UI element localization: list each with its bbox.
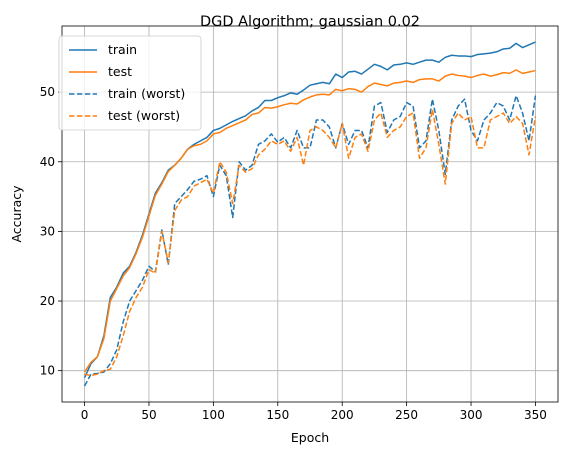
series-line-train — [83, 41, 536, 378]
x-tick-label: 350 — [524, 408, 547, 422]
x-tick-label: 250 — [395, 408, 418, 422]
y-tick-label: 50 — [40, 85, 55, 99]
y-tick-label: 40 — [40, 155, 55, 169]
series-lines — [83, 41, 537, 387]
x-tick-label: 0 — [81, 408, 89, 422]
chart-title: DGD Algorithm; gaussian 0.02 — [200, 14, 420, 30]
legend-label-test: test — [108, 64, 132, 79]
legend: train test train (worst) test (worst) — [58, 35, 202, 131]
legend-label-train: train — [108, 42, 137, 57]
x-axis-label: Epoch — [291, 430, 329, 445]
plot-frame — [61, 25, 559, 403]
series-line-train-worst — [83, 94, 537, 387]
legend-label-train-worst: train (worst) — [108, 86, 185, 101]
y-axis-ticks: 10 20 30 40 50 — [40, 85, 62, 378]
y-tick-label: 20 — [40, 294, 55, 308]
y-axis-label: Accuracy — [9, 185, 24, 243]
legend-label-test-worst: test (worst) — [108, 108, 180, 123]
x-axis-ticks: 0 50 100 150 200 250 300 350 — [81, 402, 547, 422]
x-tick-label: 200 — [331, 408, 354, 422]
x-tick-label: 50 — [141, 408, 156, 422]
y-tick-label: 10 — [40, 364, 55, 378]
series-line-test-worst — [84, 108, 537, 377]
legend-box — [58, 35, 202, 131]
series-line-test — [83, 69, 536, 373]
x-tick-label: 150 — [266, 408, 289, 422]
y-tick-label: 30 — [40, 224, 55, 238]
x-tick-label: 100 — [202, 408, 225, 422]
x-tick-label: 300 — [460, 408, 483, 422]
